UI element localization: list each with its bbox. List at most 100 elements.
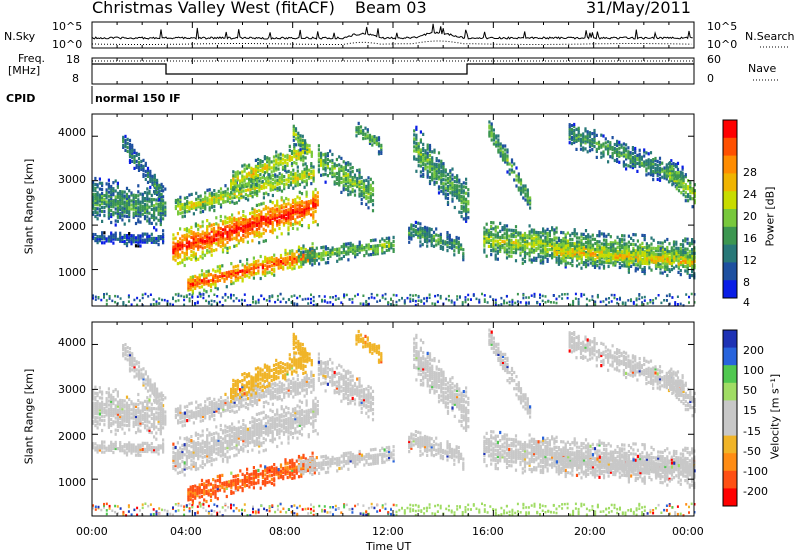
power-cell [250, 172, 253, 176]
power-cell [121, 194, 124, 198]
power-cell [593, 144, 596, 149]
power-cell [282, 211, 286, 215]
power-cell [665, 173, 668, 177]
power-cell [242, 195, 245, 199]
power-cell [316, 199, 319, 203]
power-cell [322, 153, 325, 157]
power-cell [105, 196, 108, 200]
power-cell [505, 230, 509, 234]
power-cell [684, 175, 687, 179]
power-cell [214, 275, 217, 280]
power-cell [616, 159, 619, 163]
power-cell [605, 248, 608, 252]
power-cell [258, 235, 261, 239]
power-cell [519, 192, 523, 196]
power-cell [369, 187, 372, 191]
power-cell [383, 243, 386, 247]
power-cell [294, 210, 297, 214]
power-cell [666, 257, 669, 261]
power-cell [671, 183, 674, 187]
power-cell [146, 240, 149, 244]
power-cell [331, 168, 334, 173]
power-cell [490, 126, 493, 130]
power-cell [602, 152, 605, 156]
power-cell [588, 133, 592, 137]
power-cell [437, 167, 441, 171]
power-cell [439, 244, 442, 248]
power-cell [246, 230, 249, 234]
power-cell [264, 219, 267, 223]
power-cell [268, 163, 271, 167]
power-cell [496, 239, 499, 243]
power-cell [453, 175, 456, 180]
power-cell [271, 227, 274, 231]
power-cell [304, 162, 307, 166]
power-cell [313, 261, 316, 265]
power-cell [302, 260, 305, 264]
power-cell [433, 162, 436, 166]
power-cell [301, 134, 304, 138]
power-cell [506, 162, 509, 166]
power-cell [192, 206, 195, 210]
power-cell [183, 253, 186, 258]
power-cell [230, 282, 233, 286]
power-cell [320, 256, 323, 260]
power-cell [544, 243, 547, 247]
power-cell [205, 270, 208, 274]
power-cell [287, 210, 290, 214]
power-cell [310, 162, 313, 166]
power-cell [659, 263, 662, 267]
power-cell [419, 236, 422, 240]
power-cell [641, 259, 644, 263]
power-cell [691, 238, 694, 242]
power-cell [689, 195, 692, 199]
power-cell [274, 181, 277, 185]
power-cell [331, 164, 334, 169]
power-cell [183, 206, 186, 210]
power-cell [235, 222, 238, 226]
power-cell [680, 181, 683, 185]
power-cell [383, 245, 386, 249]
power-cell [625, 246, 628, 250]
power-cell [265, 185, 268, 189]
power-cell [570, 128, 573, 132]
power-cell [261, 176, 264, 180]
power-cell [453, 243, 456, 247]
power-cell [204, 205, 207, 209]
power-cell [349, 162, 352, 166]
power-cell [189, 277, 192, 282]
power-cell [569, 255, 572, 260]
power-cell [131, 147, 134, 151]
power-cell [181, 211, 184, 215]
power-cell [353, 175, 357, 179]
power-cell [253, 184, 256, 188]
power-cell [462, 256, 465, 260]
power-cell [114, 201, 117, 205]
power-cell [297, 257, 300, 261]
power-cell [245, 182, 248, 186]
power-cell [542, 239, 545, 243]
power-cell [158, 189, 161, 193]
power-cell [112, 237, 115, 241]
power-cell [206, 229, 209, 233]
power-cell [112, 205, 115, 209]
power-cell [322, 161, 325, 165]
power-cell [342, 246, 345, 250]
power-cell [560, 249, 563, 253]
power-cell [672, 168, 675, 172]
power-cell [96, 237, 99, 241]
power-cell [232, 281, 235, 285]
power-cell [235, 189, 238, 193]
power-cell [367, 180, 370, 184]
power-cell [302, 250, 305, 254]
power-cell [600, 254, 604, 258]
power-cell [344, 183, 347, 187]
power-cell [417, 156, 420, 160]
power-cell [625, 149, 628, 153]
power-cell [647, 172, 650, 176]
power-cell [451, 197, 454, 201]
power-cell [689, 187, 692, 191]
power-cell [181, 246, 184, 250]
power-cell [123, 202, 126, 206]
power-cell [602, 248, 606, 252]
